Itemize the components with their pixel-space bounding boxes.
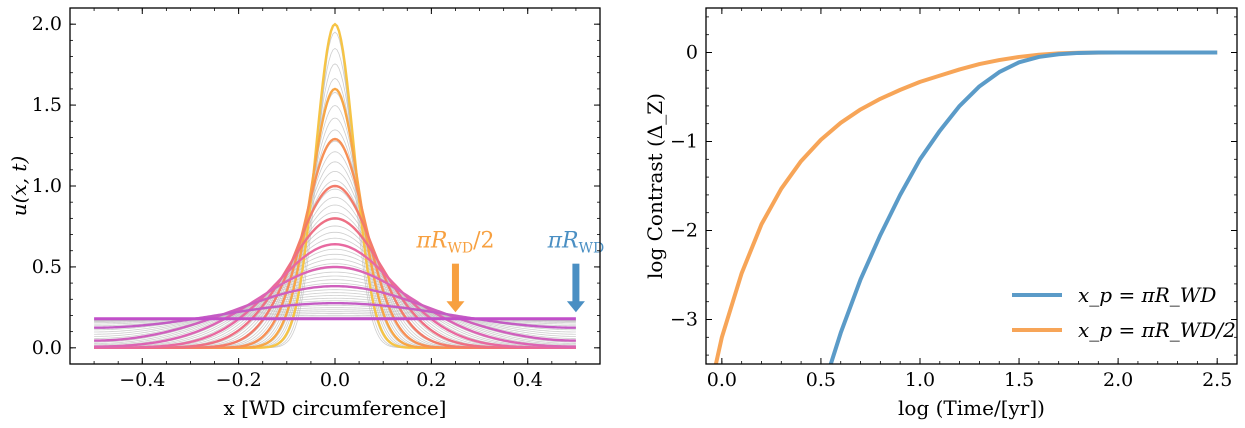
right-plot-frame: [705, 7, 1238, 365]
profile-line: [94, 217, 576, 350]
x-tick-label: 2.0: [1103, 369, 1133, 391]
annotation-half: πRWD/2: [415, 228, 494, 313]
profile-line-gray: [94, 292, 576, 337]
y-tick-label: 0.0: [32, 337, 62, 359]
x-tick-label: −0.4: [119, 369, 165, 391]
x-tick-label: 1.0: [905, 369, 935, 391]
contrast-curves: [713, 50, 1218, 365]
x-tick-label: 2.5: [1202, 369, 1232, 391]
annotation-half-label: πRWD/2: [415, 228, 494, 256]
profile-line-gray: [94, 204, 576, 349]
annotation-full-arrow: [566, 263, 585, 313]
arrow-shaft: [572, 263, 580, 303]
x-tick-label: 0.0: [320, 369, 350, 391]
arrow-head: [446, 301, 465, 313]
y-tick-label: 0: [686, 42, 698, 64]
profile-line-gray: [94, 282, 576, 343]
profile-line-gray: [94, 253, 576, 348]
left-y-axis-label: u(x, t): [7, 156, 31, 217]
legend-entry-half: x_p = πR_WD/2: [1012, 318, 1236, 342]
y-tick-label: 2.0: [32, 13, 62, 35]
right-x-axis-label: log (Time/[yr]): [898, 396, 1045, 420]
y-tick-label: 1.5: [32, 94, 62, 116]
profile-line: [94, 284, 576, 342]
profile-line: [94, 301, 576, 329]
x-tick-label: 0.4: [513, 369, 543, 391]
x-tick-label: 0.5: [806, 369, 836, 391]
left-axes-ticks: −0.4 −0.2 0.0 0.2 0.4 0.0 0.5 1.0 1.5 2.0: [32, 8, 600, 391]
y-tick-label: −1: [670, 131, 698, 153]
legend: x_p = πR_WD x_p = πR_WD/2: [1012, 283, 1236, 342]
right-y-axis-label: log Contrast (Δ_Z): [643, 93, 667, 279]
left-x-axis-label: x [WD circumference]: [224, 396, 447, 420]
annotation-full: πRWD: [547, 228, 605, 313]
contrast-chart: 0.0 0.5 1.0 1.5 2.0 2.5 0 −1 −2 −3 log (Time/[yr]…: [643, 7, 1238, 420]
profile-line-gray: [94, 289, 576, 339]
x-tick-label: 1.5: [1004, 369, 1034, 391]
annotation-half-arrow: [446, 263, 465, 313]
profile-curves: [94, 22, 576, 350]
x-tick-label: 0.2: [416, 369, 446, 391]
profile-chart: πRWD/2 πRWD −0.4 −0.2 0.0 0.2 0.4 0.0 0.5 1.0 1.…: [7, 7, 605, 420]
profile-line-gray: [94, 279, 576, 344]
right-axes-ticks: 0.0 0.5 1.0 1.5 2.0 2.5 0 −1 −2 −3: [670, 8, 1237, 391]
y-tick-label: 1.0: [32, 175, 62, 197]
profile-line-gray: [94, 258, 576, 348]
profile-line-gray: [94, 297, 576, 333]
legend-label-half: x_p = πR_WD/2: [1078, 318, 1236, 342]
profile-line-gray: [94, 275, 576, 346]
legend-label-full: x_p = πR_WD: [1078, 283, 1216, 307]
x-tick-label: 0.0: [707, 369, 737, 391]
arrow-head: [566, 301, 585, 313]
arrow-shaft: [451, 263, 459, 303]
y-tick-label: −3: [670, 309, 698, 331]
profile-line-gray: [94, 295, 576, 335]
profile-line: [94, 265, 576, 348]
annotation-full-label: πRWD: [547, 228, 605, 256]
x-tick-label: −0.2: [216, 369, 262, 391]
profile-line: [94, 243, 576, 349]
series-line-full: [828, 50, 1218, 365]
profile-line-gray: [94, 271, 576, 347]
y-tick-label: −2: [670, 220, 698, 242]
legend-entry-full: x_p = πR_WD: [1012, 283, 1216, 307]
annotations: πRWD/2 πRWD: [415, 228, 605, 313]
y-tick-label: 0.5: [32, 256, 62, 278]
